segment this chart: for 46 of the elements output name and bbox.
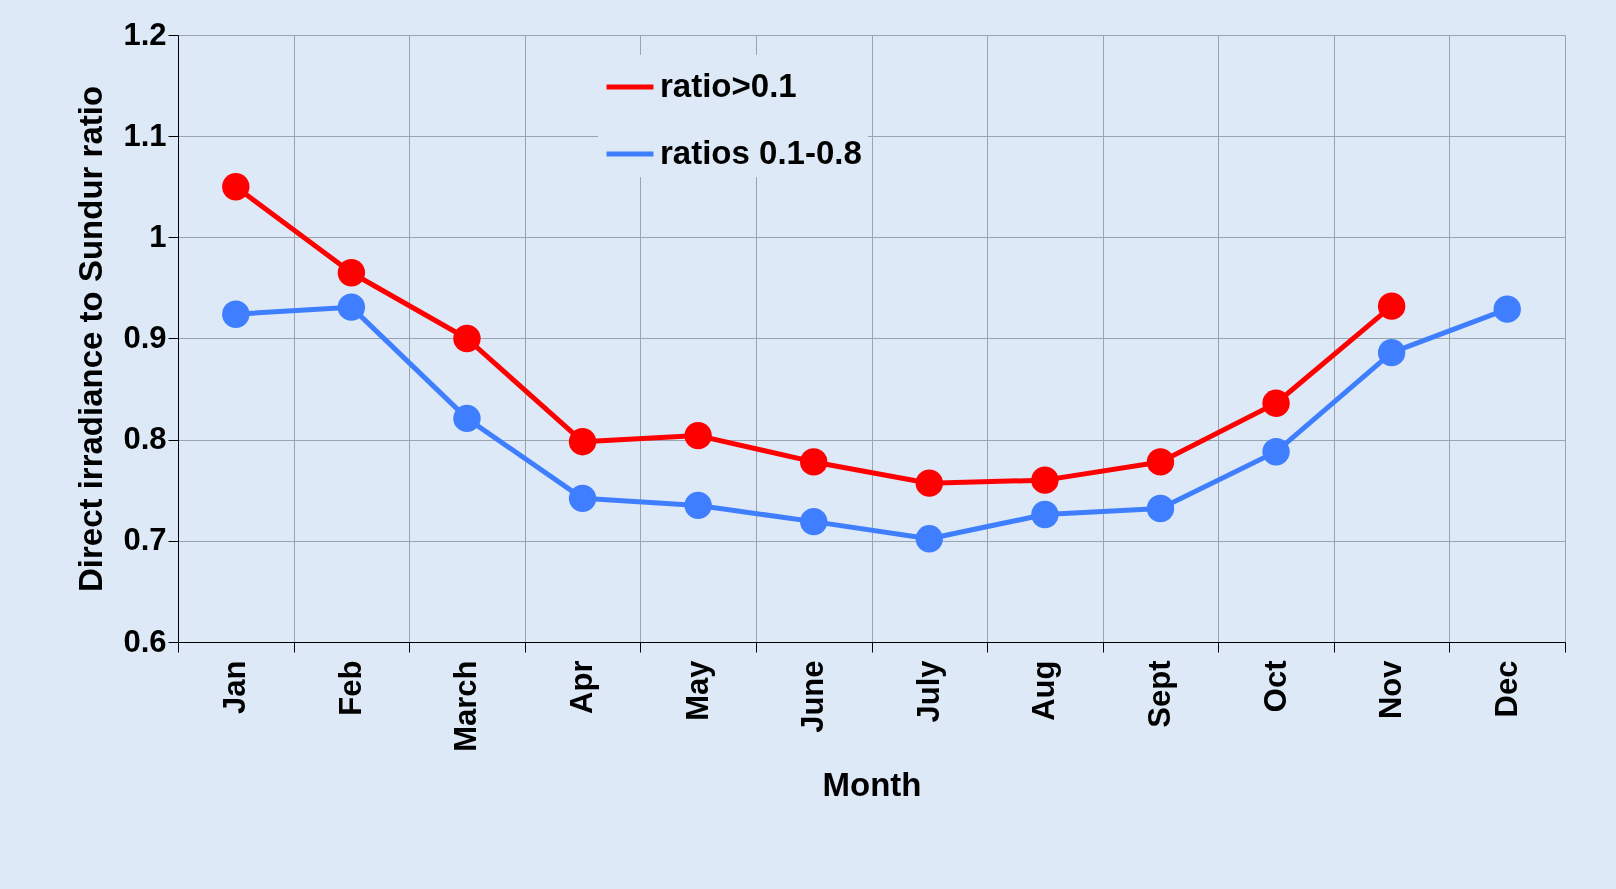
x-tick-label: Sept (1141, 660, 1177, 728)
point (684, 421, 712, 450)
x-axis-title: Month (822, 765, 922, 803)
y-tick-label: 1.1 (123, 117, 167, 153)
x-tick-label: Nov (1373, 659, 1409, 720)
point (453, 404, 481, 433)
x-tick-label: March (448, 660, 484, 752)
legend-label: ratio>0.1 (660, 67, 797, 104)
x-tick-label: Oct (1257, 660, 1293, 713)
x-tick-label: July (910, 659, 946, 723)
point (568, 484, 597, 513)
point (800, 448, 828, 476)
y-tick-label: 0.7 (123, 522, 167, 558)
y-tick-label: 1.2 (123, 16, 167, 52)
point (915, 525, 943, 553)
point (684, 491, 712, 520)
y-tick-label: 0.8 (123, 421, 167, 457)
point (1493, 295, 1521, 323)
x-tick-label: Dec (1488, 660, 1524, 718)
x-tick-label: June (795, 660, 831, 733)
point (1262, 389, 1290, 417)
y-axis-title: Direct irradiance to Sundur ratio (72, 85, 110, 593)
point (568, 428, 597, 456)
point (222, 173, 250, 201)
point (1377, 339, 1406, 367)
point (1377, 292, 1406, 320)
point (1146, 494, 1175, 523)
point (800, 507, 828, 536)
x-tick-label: May (679, 659, 715, 721)
x-tick-label: Feb (332, 660, 368, 716)
point (1146, 448, 1175, 476)
y-tick-label: 1 (149, 218, 167, 254)
point (222, 300, 250, 328)
point (337, 293, 366, 321)
legend-label: ratios 0.1-0.8 (660, 134, 862, 171)
point (337, 259, 366, 287)
y-tick-label: 0.6 (123, 623, 167, 659)
point (1031, 466, 1059, 494)
x-tick-label: Jan (217, 660, 253, 714)
y-tick-label: 0.9 (123, 320, 167, 355)
point (1031, 500, 1059, 529)
point (1262, 438, 1290, 466)
x-tick-label: Aug (1026, 660, 1062, 721)
point (915, 469, 943, 497)
x-tick-label: Apr (564, 660, 600, 714)
point (453, 324, 481, 353)
